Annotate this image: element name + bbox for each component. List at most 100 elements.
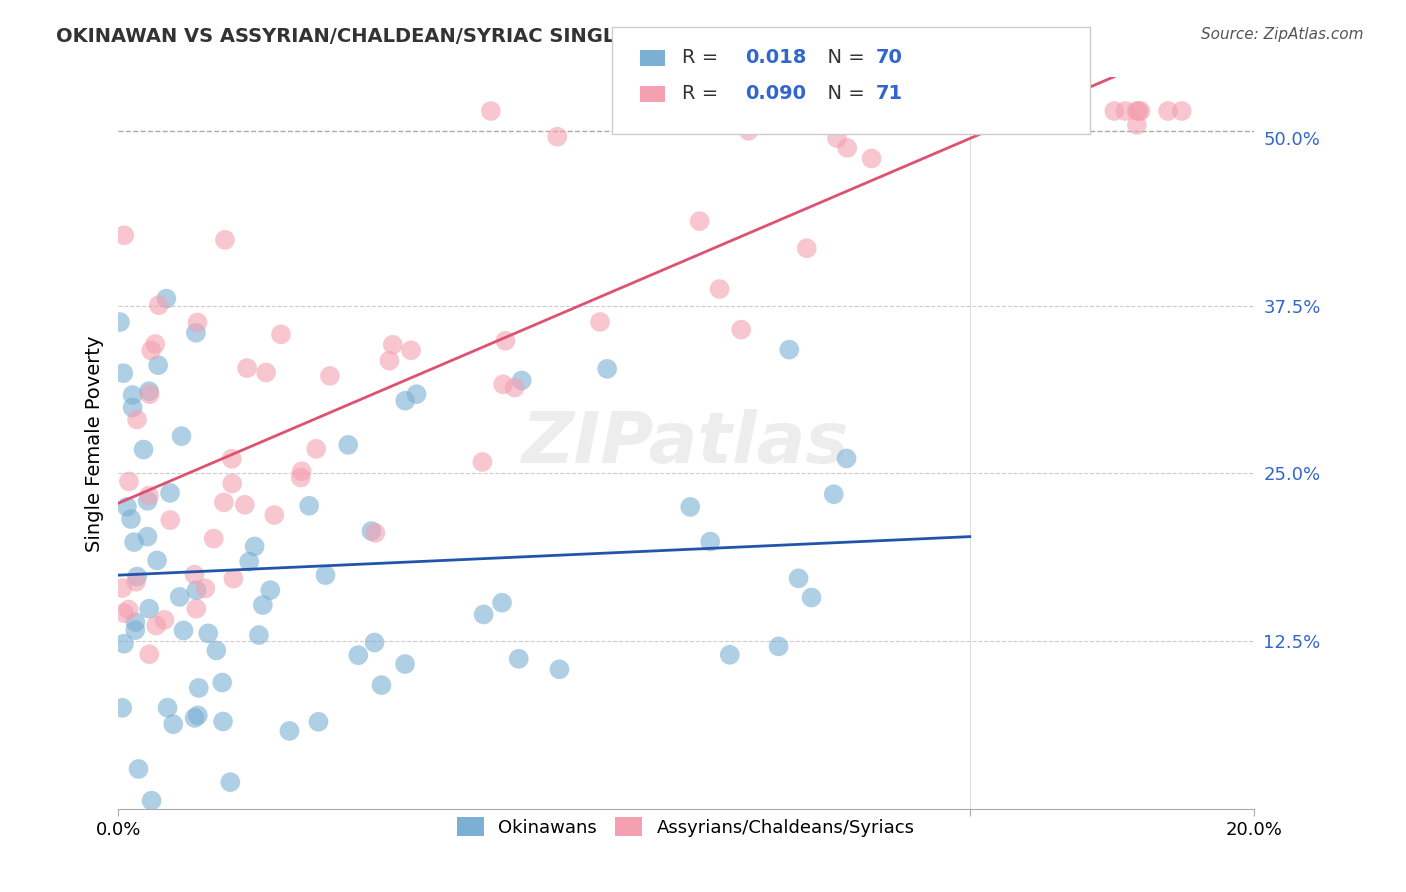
- Okinawans: [243, 540, 266, 554]
- Assyrians/Chaldeans/Syriacs: [138, 489, 160, 503]
- Text: 0.090: 0.090: [745, 84, 806, 103]
- Assyrians/Chaldeans/Syriacs: [291, 464, 314, 478]
- Okinawans: [111, 701, 134, 715]
- Okinawans: [823, 487, 845, 501]
- Assyrians/Chaldeans/Syriacs: [290, 470, 312, 484]
- Assyrians/Chaldeans/Syriacs: [222, 572, 245, 586]
- Okinawans: [138, 384, 160, 399]
- Assyrians/Chaldeans/Syriacs: [319, 368, 342, 383]
- Okinawans: [510, 374, 533, 388]
- Okinawans: [405, 387, 427, 401]
- Assyrians/Chaldeans/Syriacs: [1035, 103, 1057, 118]
- Assyrians/Chaldeans/Syriacs: [891, 103, 914, 118]
- Assyrians/Chaldeans/Syriacs: [1126, 103, 1149, 118]
- Okinawans: [170, 429, 193, 443]
- Okinawans: [108, 315, 131, 329]
- Assyrians/Chaldeans/Syriacs: [214, 233, 236, 247]
- Text: Source: ZipAtlas.com: Source: ZipAtlas.com: [1201, 27, 1364, 42]
- Okinawans: [128, 762, 150, 776]
- Assyrians/Chaldeans/Syriacs: [1157, 103, 1180, 118]
- Okinawans: [146, 358, 169, 372]
- Assyrians/Chaldeans/Syriacs: [1126, 118, 1149, 132]
- Assyrians/Chaldeans/Syriacs: [494, 334, 516, 348]
- Okinawans: [120, 512, 142, 526]
- Text: OKINAWAN VS ASSYRIAN/CHALDEAN/SYRIAC SINGLE FEMALE POVERTY CORRELATION CHART: OKINAWAN VS ASSYRIAN/CHALDEAN/SYRIAC SIN…: [56, 27, 1070, 45]
- Okinawans: [238, 555, 260, 569]
- Okinawans: [252, 598, 274, 612]
- Assyrians/Chaldeans/Syriacs: [931, 106, 953, 120]
- Okinawans: [155, 292, 177, 306]
- Text: 71: 71: [876, 84, 903, 103]
- Okinawans: [370, 678, 392, 692]
- Okinawans: [197, 626, 219, 640]
- Text: 70: 70: [876, 48, 903, 68]
- Okinawans: [337, 438, 360, 452]
- Assyrians/Chaldeans/Syriacs: [381, 337, 404, 351]
- Assyrians/Chaldeans/Syriacs: [125, 574, 148, 589]
- Assyrians/Chaldeans/Syriacs: [125, 412, 148, 426]
- Okinawans: [122, 535, 145, 549]
- Assyrians/Chaldeans/Syriacs: [270, 327, 292, 342]
- Assyrians/Chaldeans/Syriacs: [112, 606, 135, 620]
- Assyrians/Chaldeans/Syriacs: [1129, 103, 1152, 118]
- Okinawans: [112, 637, 135, 651]
- Okinawans: [718, 648, 741, 662]
- Assyrians/Chaldeans/Syriacs: [364, 525, 387, 540]
- Assyrians/Chaldeans/Syriacs: [471, 455, 494, 469]
- Okinawans: [121, 401, 143, 415]
- Assyrians/Chaldeans/Syriacs: [263, 508, 285, 522]
- Assyrians/Chaldeans/Syriacs: [1114, 103, 1136, 118]
- Assyrians/Chaldeans/Syriacs: [233, 498, 256, 512]
- Okinawans: [548, 662, 571, 676]
- Assyrians/Chaldeans/Syriacs: [1104, 103, 1126, 118]
- Assyrians/Chaldeans/Syriacs: [856, 103, 879, 118]
- Okinawans: [508, 652, 530, 666]
- Assyrians/Chaldeans/Syriacs: [112, 228, 135, 243]
- Okinawans: [127, 569, 149, 583]
- Assyrians/Chaldeans/Syriacs: [139, 343, 162, 358]
- Assyrians/Chaldeans/Syriacs: [143, 337, 166, 351]
- Assyrians/Chaldeans/Syriacs: [378, 353, 401, 368]
- Okinawans: [679, 500, 702, 514]
- Legend: Okinawans, Assyrians/Chaldeans/Syriacs: Okinawans, Assyrians/Chaldeans/Syriacs: [450, 810, 922, 844]
- Assyrians/Chaldeans/Syriacs: [399, 343, 422, 358]
- Assyrians/Chaldeans/Syriacs: [138, 387, 160, 401]
- Okinawans: [800, 591, 823, 605]
- Okinawans: [363, 635, 385, 649]
- Assyrians/Chaldeans/Syriacs: [183, 567, 205, 582]
- Text: ZIPatlas: ZIPatlas: [522, 409, 849, 478]
- Okinawans: [247, 628, 270, 642]
- Assyrians/Chaldeans/Syriacs: [860, 152, 883, 166]
- Okinawans: [169, 590, 191, 604]
- Okinawans: [778, 343, 800, 357]
- Okinawans: [491, 596, 513, 610]
- Okinawans: [141, 794, 163, 808]
- Okinawans: [124, 615, 146, 629]
- Assyrians/Chaldeans/Syriacs: [825, 131, 848, 145]
- Text: N =: N =: [815, 48, 872, 68]
- Okinawans: [124, 623, 146, 637]
- Okinawans: [205, 643, 228, 657]
- Assyrians/Chaldeans/Syriacs: [236, 361, 259, 376]
- Okinawans: [259, 583, 281, 598]
- Okinawans: [162, 717, 184, 731]
- Assyrians/Chaldeans/Syriacs: [589, 315, 612, 329]
- Okinawans: [278, 723, 301, 738]
- Assyrians/Chaldeans/Syriacs: [111, 581, 134, 595]
- Okinawans: [347, 648, 370, 663]
- Assyrians/Chaldeans/Syriacs: [194, 582, 217, 596]
- Assyrians/Chaldeans/Syriacs: [221, 476, 243, 491]
- Okinawans: [173, 624, 195, 638]
- Text: N =: N =: [815, 84, 872, 103]
- Okinawans: [307, 714, 329, 729]
- Assyrians/Chaldeans/Syriacs: [778, 103, 800, 118]
- Assyrians/Chaldeans/Syriacs: [221, 451, 243, 466]
- Assyrians/Chaldeans/Syriacs: [709, 282, 731, 296]
- Assyrians/Chaldeans/Syriacs: [1171, 103, 1194, 118]
- Assyrians/Chaldeans/Syriacs: [145, 618, 167, 632]
- Assyrians/Chaldeans/Syriacs: [305, 442, 328, 456]
- Assyrians/Chaldeans/Syriacs: [737, 124, 759, 138]
- Assyrians/Chaldeans/Syriacs: [503, 380, 526, 394]
- Okinawans: [212, 714, 235, 729]
- Assyrians/Chaldeans/Syriacs: [159, 513, 181, 527]
